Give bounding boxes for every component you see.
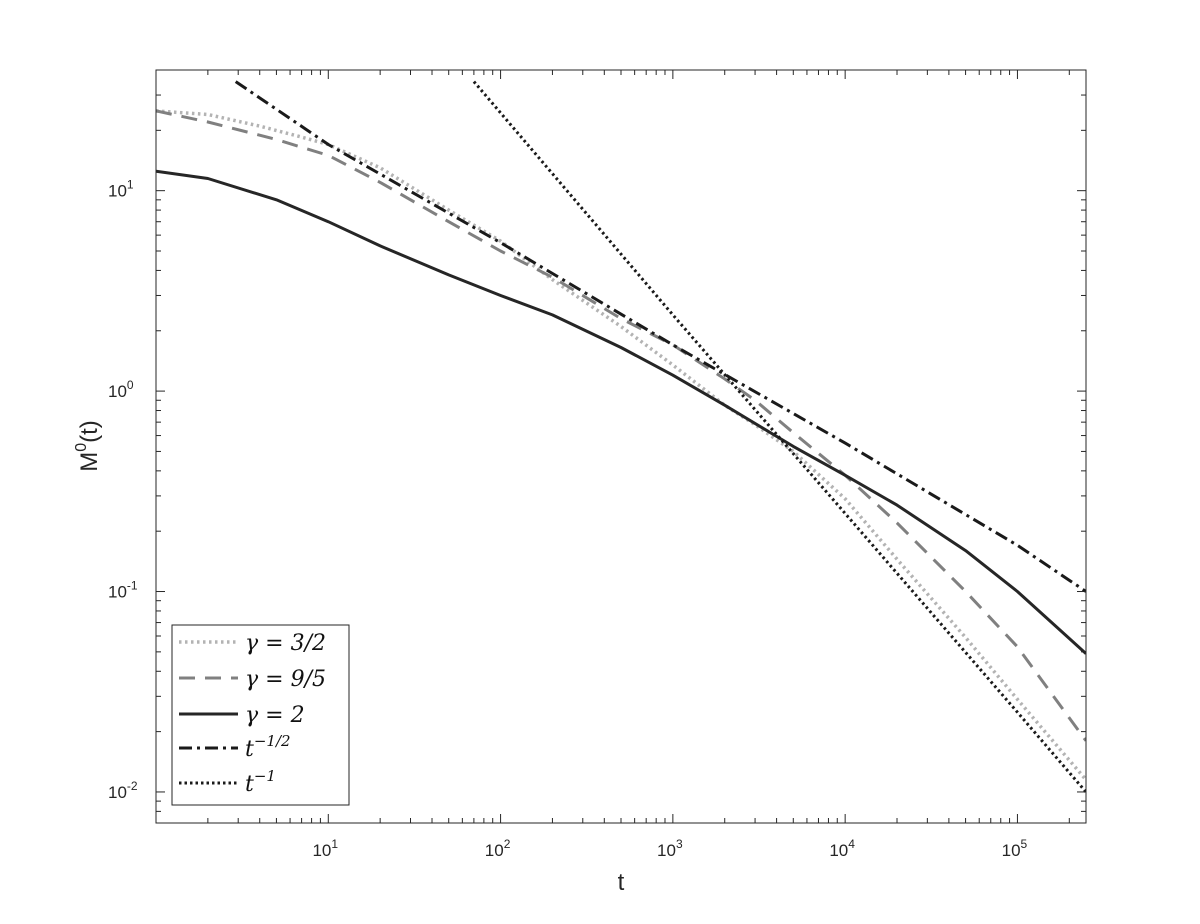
series-layer: [156, 80, 1086, 793]
legend-label-0: γ = 3/2: [245, 631, 326, 656]
legend-label-3: t−1/2: [245, 732, 291, 762]
y-tick-label: 100: [108, 378, 134, 401]
x-tick-label: 103: [657, 837, 683, 860]
legend-label-4: t−1: [245, 767, 276, 797]
y-axis-label: M0(t): [73, 420, 103, 472]
series-line-3: [234, 80, 1086, 593]
legend-label-1: γ = 9/5: [245, 667, 326, 692]
x-tick-label: 101: [312, 837, 338, 860]
x-tick-label: 104: [829, 837, 855, 860]
legend: γ = 3/2 γ = 9/5 γ = 2 t−1/2 t−1: [171, 624, 350, 806]
series-line-4: [472, 80, 1086, 793]
series-line-1: [156, 109, 1086, 742]
x-tick-label: 102: [485, 837, 511, 860]
y-axis: 10-2 10-1 100 101: [108, 94, 1086, 812]
y-axis-label-base: M: [76, 452, 103, 472]
y-tick-label: 10-2: [108, 779, 138, 802]
legend-label-2: γ = 2: [245, 703, 305, 728]
x-axis: 101 102 103 104 105: [207, 70, 1070, 860]
series-line-2: [156, 169, 1086, 655]
x-tick-label: 105: [1002, 837, 1028, 860]
x-axis-label: t: [618, 869, 625, 896]
y-tick-label: 10-1: [108, 579, 138, 602]
series-line-0: [156, 109, 1086, 781]
y-axis-label-sup: 0: [73, 443, 90, 452]
y-tick-label: 101: [108, 178, 134, 201]
y-axis-label-tail: (t): [76, 420, 103, 443]
